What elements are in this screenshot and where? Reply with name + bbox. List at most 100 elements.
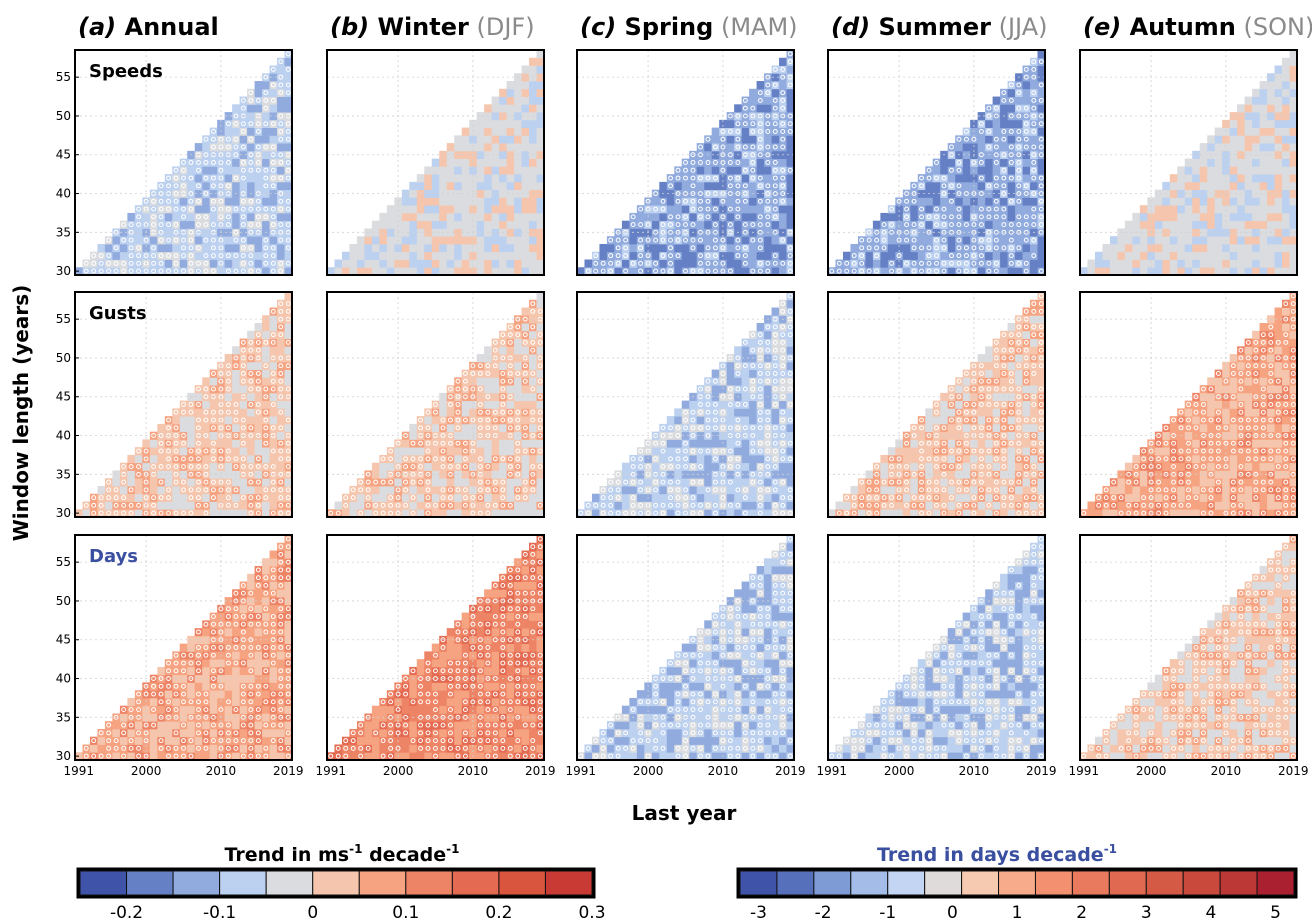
heatmap-cell bbox=[962, 181, 971, 191]
heatmap-cell bbox=[424, 462, 433, 471]
significance-marker bbox=[166, 495, 171, 501]
heatmap-cell bbox=[786, 104, 795, 113]
significance-marker bbox=[993, 136, 999, 142]
significance-marker bbox=[196, 502, 201, 508]
heatmap-cell bbox=[484, 166, 493, 175]
heatmap-cell bbox=[681, 236, 690, 245]
significance-marker bbox=[615, 245, 621, 251]
heatmap-cell bbox=[711, 439, 720, 448]
significance-marker bbox=[365, 479, 371, 485]
significance-marker bbox=[859, 260, 865, 266]
significance-marker bbox=[1016, 175, 1022, 181]
heatmap-cell bbox=[476, 454, 485, 464]
heatmap-cell bbox=[1015, 166, 1023, 175]
significance-marker bbox=[418, 440, 423, 446]
heatmap-cell bbox=[696, 143, 705, 152]
heatmap-cell bbox=[454, 416, 463, 425]
heatmap-cell bbox=[247, 439, 255, 448]
significance-marker bbox=[233, 121, 239, 127]
heatmap-cell bbox=[651, 189, 660, 198]
heatmap-cell bbox=[484, 143, 493, 152]
heatmap-cell bbox=[1274, 243, 1283, 253]
heatmap-cell bbox=[232, 174, 241, 183]
heatmap-cell bbox=[779, 236, 787, 245]
significance-marker bbox=[630, 214, 636, 220]
significance-marker bbox=[462, 440, 468, 446]
heatmap-cell bbox=[1289, 88, 1298, 97]
heatmap-cell bbox=[779, 493, 787, 502]
heatmap-cell bbox=[741, 259, 750, 268]
heatmap-cell bbox=[947, 205, 956, 214]
heatmap-cell bbox=[484, 181, 493, 191]
significance-marker bbox=[1008, 129, 1014, 134]
significance-marker bbox=[668, 222, 673, 228]
heatmap-cell bbox=[726, 454, 735, 464]
heatmap-cell bbox=[681, 462, 690, 471]
heatmap-cell bbox=[1015, 119, 1023, 128]
significance-marker bbox=[365, 502, 371, 508]
heatmap-cell bbox=[127, 501, 136, 510]
heatmap-cell bbox=[127, 267, 136, 276]
heatmap-cell bbox=[696, 251, 705, 260]
heatmap-cell bbox=[910, 243, 919, 253]
heatmap-cell bbox=[284, 50, 293, 59]
heatmap-cell bbox=[704, 259, 713, 268]
significance-marker bbox=[623, 245, 629, 251]
heatmap-cell bbox=[1022, 228, 1031, 237]
heatmap-cell bbox=[536, 104, 545, 113]
heatmap-cell bbox=[681, 478, 690, 487]
heatmap-cell bbox=[269, 330, 278, 339]
heatmap-cell bbox=[187, 501, 196, 510]
significance-marker bbox=[896, 198, 902, 204]
heatmap-cell bbox=[439, 259, 448, 268]
heatmap-cell bbox=[499, 493, 507, 502]
significance-marker bbox=[638, 237, 644, 243]
heatmap-cell bbox=[1289, 267, 1298, 276]
significance-marker bbox=[255, 206, 261, 212]
heatmap-cell bbox=[232, 462, 241, 471]
significance-marker bbox=[600, 260, 606, 266]
heatmap-cell bbox=[756, 236, 765, 245]
heatmap-cell bbox=[476, 400, 485, 409]
significance-marker bbox=[1008, 160, 1014, 165]
heatmap-cell bbox=[1000, 88, 1008, 97]
significance-marker bbox=[255, 456, 261, 462]
heatmap-cell bbox=[992, 150, 1001, 160]
heatmap-cell bbox=[386, 447, 395, 456]
heatmap-cell bbox=[1037, 236, 1046, 245]
heatmap-cell bbox=[284, 267, 293, 276]
heatmap-cell bbox=[955, 267, 964, 276]
heatmap-cell bbox=[431, 236, 440, 245]
heatmap-cell bbox=[401, 189, 410, 198]
significance-marker bbox=[780, 260, 786, 266]
significance-marker bbox=[128, 222, 134, 228]
significance-marker bbox=[934, 268, 939, 274]
heatmap-cell bbox=[187, 212, 196, 222]
heatmap-cell bbox=[749, 439, 757, 448]
heatmap-cell bbox=[741, 189, 750, 198]
significance-marker bbox=[98, 495, 104, 501]
significance-marker bbox=[158, 440, 164, 446]
significance-marker bbox=[380, 479, 386, 485]
heatmap-cell bbox=[786, 112, 795, 121]
significance-marker bbox=[593, 268, 599, 274]
heatmap-cell bbox=[614, 243, 623, 253]
heatmap-cell bbox=[446, 485, 455, 495]
y-tick-label: 35 bbox=[56, 225, 71, 239]
heatmap-cell bbox=[239, 243, 248, 253]
heatmap-cell bbox=[262, 338, 270, 347]
heatmap-cell bbox=[499, 143, 507, 152]
significance-marker bbox=[477, 487, 483, 493]
heatmap-cell bbox=[356, 236, 365, 245]
heatmap-cell bbox=[514, 88, 522, 97]
heatmap-cell bbox=[247, 509, 255, 518]
heatmap-cell bbox=[1007, 166, 1016, 175]
significance-marker bbox=[462, 495, 468, 501]
heatmap-cell bbox=[431, 189, 440, 198]
heatmap-cell bbox=[771, 220, 780, 229]
significance-marker bbox=[1023, 105, 1029, 111]
significance-marker bbox=[735, 253, 741, 259]
heatmap-cell bbox=[232, 119, 241, 128]
heatmap-cell bbox=[187, 220, 196, 229]
significance-marker bbox=[675, 167, 681, 173]
